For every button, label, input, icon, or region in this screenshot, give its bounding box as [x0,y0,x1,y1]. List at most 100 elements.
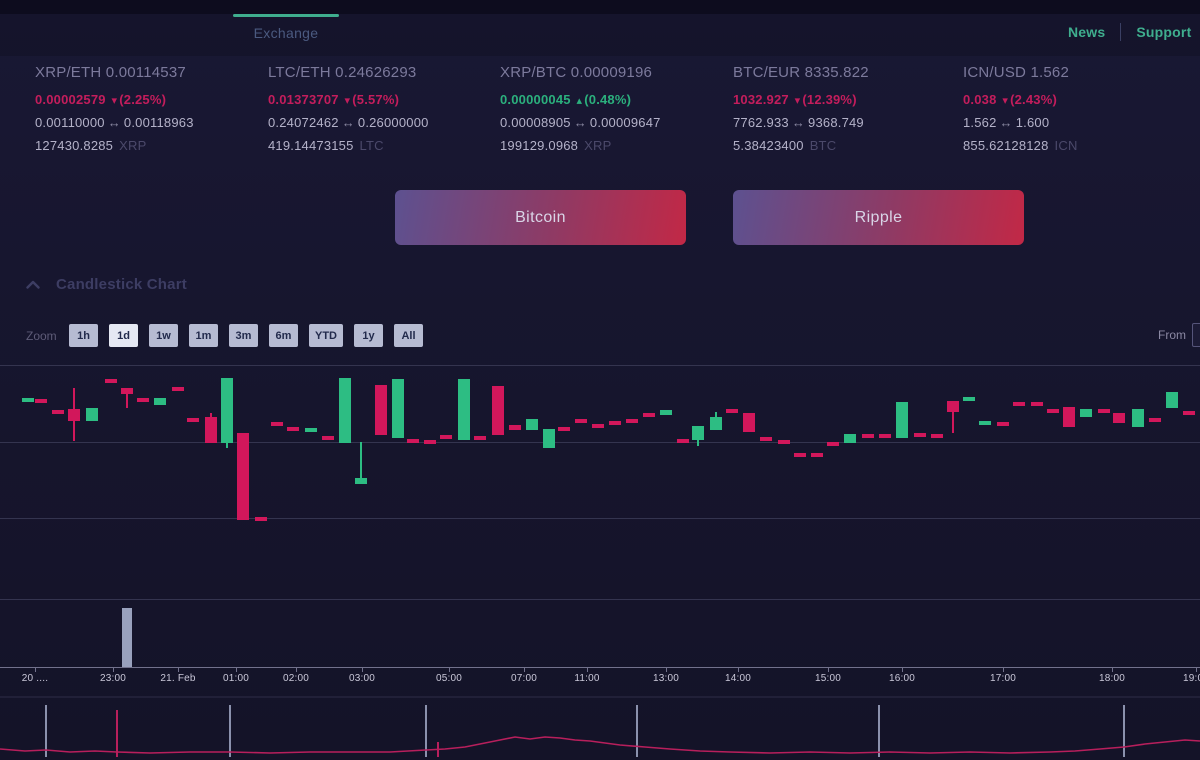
ticker-high: 1.600 [1015,115,1050,130]
range-ytd[interactable]: YTD [309,324,343,347]
arrow-down-icon: ▾ [794,95,801,107]
x-axis-tick [666,667,667,672]
range-1d[interactable]: 1d [109,324,138,347]
candle [660,410,672,415]
nav-divider [1120,23,1122,41]
ticker-low: 7762.933 [733,115,789,130]
nav-links: News Support [1068,23,1191,41]
x-axis-label: 16:00 [888,673,916,684]
candle [392,379,404,438]
candle [105,379,117,383]
ticker-ltc-eth[interactable]: LTC/ETH 0.24626293 0.01373707 ▾ (5.57%) 0.2… [268,64,500,153]
ripple-button[interactable]: Ripple [733,190,1024,245]
candle [440,435,452,439]
ticker-pair: LTC/ETH [268,64,331,81]
ticker-day-range: 0.00008905 ↔ 0.00009647 [500,115,732,130]
candle [827,442,839,446]
bitcoin-button[interactable]: Bitcoin [395,190,686,245]
x-axis-tick [738,667,739,672]
ticker-pair: BTC/EUR [733,64,801,81]
ticker-pair-row: BTC/EUR 8335.822 [733,64,965,81]
candle [879,434,891,438]
range-1h[interactable]: 1h [69,324,98,347]
x-axis-label: 17:00 [989,673,1017,684]
candle [896,402,908,438]
x-axis-tick [178,667,179,672]
ticker-xrp-eth[interactable]: XRP/ETH 0.00114537 0.00002579 ▾ (2.25%) 0.0… [35,64,267,153]
left-right-arrow-icon: ↔ [107,115,121,130]
candle [237,433,249,520]
tab-exchange[interactable]: Exchange [253,25,319,41]
from-date-input[interactable] [1192,323,1200,347]
navigator-series-line [0,736,1200,754]
arrow-down-icon: ▾ [1002,95,1009,107]
candle [558,427,570,431]
candle [778,440,790,444]
active-tab-indicator [233,14,339,17]
ticker-volume: 127430.8285 XRP [35,138,267,153]
range-all[interactable]: All [394,324,423,347]
ticker-volume-unit: BTC [809,138,837,153]
candle [947,401,959,412]
section-title: Candlestick Chart [56,276,187,293]
range-1y[interactable]: 1y [354,324,383,347]
candle [1063,407,1075,427]
ticker-last-price: 0.00009196 [566,64,653,81]
ticker-xrp-btc[interactable]: XRP/BTC 0.00009196 0.00000045 ▴ (0.48%) 0.0… [500,64,732,153]
nav-link-support[interactable]: Support [1136,24,1192,40]
ticker-change-value: 0.00002579 [35,92,110,107]
candle-wick [126,388,128,408]
candle [355,478,367,484]
grid-line [0,518,1200,519]
x-axis-label: 15:00 [814,673,842,684]
range-3m[interactable]: 3m [229,324,258,347]
range-1m[interactable]: 1m [189,324,218,347]
nav-link-news[interactable]: News [1068,24,1106,40]
x-axis-label: 19:00 [1182,673,1200,684]
x-axis-tick [296,667,297,672]
ticker-low: 0.00008905 [500,115,571,130]
candle [205,417,217,443]
ticker-change: 0.01373707 ▾ (5.57%) [268,92,500,107]
ticker-change: 0.00002579 ▾ (2.25%) [35,92,267,107]
candle [339,378,351,443]
candle [1080,409,1092,417]
ticker-low: 1.562 [963,115,997,130]
x-axis-label: 18:00 [1098,673,1126,684]
candle [710,417,722,430]
candle [811,453,823,457]
x-axis-tick [1003,667,1004,672]
x-axis-tick [1196,667,1197,672]
candle [862,434,874,438]
candle [963,397,975,401]
candle [526,419,538,430]
candle [931,434,943,438]
from-label: From [1158,328,1186,342]
x-axis-label: 03:00 [348,673,376,684]
ticker-high: 0.00009647 [589,115,661,130]
left-right-arrow-icon: ↔ [341,115,355,130]
ticker-pair: ICN/USD [963,64,1027,81]
range-6m[interactable]: 6m [269,324,298,347]
ticker-change-pct: (5.57%) [352,92,400,107]
x-axis-tick [828,667,829,672]
ticker-btc-eur[interactable]: BTC/EUR 8335.822 1032.927 ▾ (12.39%) 7762.9… [733,64,965,153]
ticker-pair-row: ICN/USD 1.562 [963,64,1195,81]
ticker-low: 0.24072462 [268,115,339,130]
ticker-change-value: 0.038 [963,92,1001,107]
chevron-up-icon[interactable] [26,280,40,289]
ticker-volume-unit: XRP [119,138,147,153]
ticker-high: 0.26000000 [357,115,429,130]
x-axis-label: 02:00 [282,673,310,684]
x-axis-tick [113,667,114,672]
ticker-last-price: 0.00114537 [101,64,186,81]
ticker-icn-usd[interactable]: ICN/USD 1.562 0.038 ▾ (2.43%) 1.562 ↔ 1.600 85… [963,64,1195,153]
grid-line [0,442,1200,443]
chart-navigator[interactable] [0,695,1200,760]
ticker-pair: XRP/ETH [35,64,102,81]
candle [760,437,772,441]
x-axis-label: 05:00 [435,673,463,684]
range-1w[interactable]: 1w [149,324,178,347]
x-axis-tick [902,667,903,672]
